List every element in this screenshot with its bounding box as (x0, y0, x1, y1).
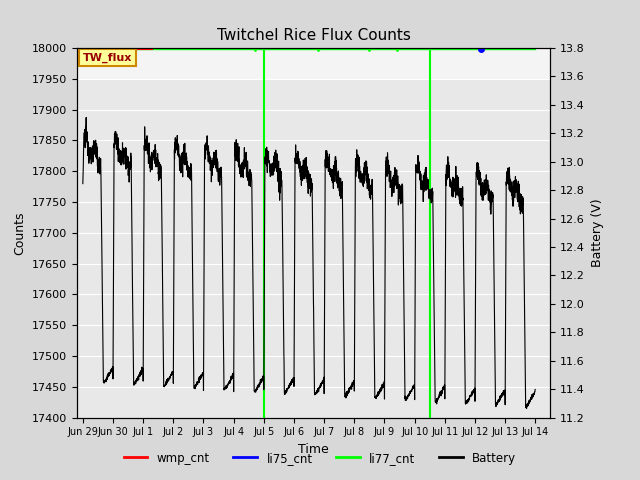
Title: Twitchel Rice Flux Counts: Twitchel Rice Flux Counts (217, 28, 410, 43)
Y-axis label: Battery (V): Battery (V) (591, 199, 604, 267)
Text: TW_flux: TW_flux (83, 52, 132, 62)
Y-axis label: Counts: Counts (13, 211, 26, 254)
Bar (77, 48, 550, 79)
X-axis label: Time: Time (298, 443, 329, 456)
Legend: wmp_cnt, li75_cnt, li77_cnt, Battery: wmp_cnt, li75_cnt, li77_cnt, Battery (119, 447, 521, 469)
